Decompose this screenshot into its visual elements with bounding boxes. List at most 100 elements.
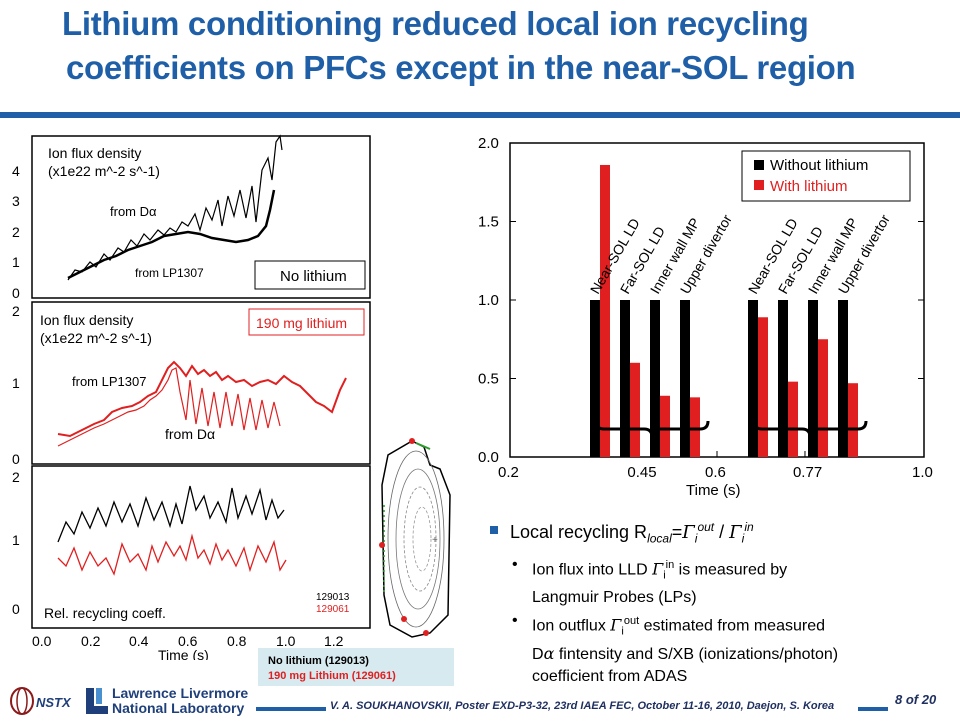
left-xlabel: Time (s) [158, 647, 209, 660]
recycling-bar-chart: 0.0 0.5 1.0 1.5 2.0 0.2 0.45 0.6 0.77 1.0 Near-S… [478, 135, 933, 499]
legend-label-black: Without lithium [770, 157, 868, 174]
bar-series [590, 164, 858, 458]
gamma-sup-in: in [744, 520, 754, 534]
top-from-d-label: from Dα [110, 204, 157, 219]
bar-without-lithium [838, 300, 848, 457]
ytick-bot-0: 0 [12, 601, 20, 617]
bar-without-lithium [808, 300, 818, 457]
probe-marker-4 [423, 630, 429, 636]
bullet-main-text: Local recycling R [510, 522, 648, 542]
panel-middle: 2 1 0 Ion flux density (x1e22 m^-2 s^-1)… [12, 301, 371, 467]
b1-text-a: Ion flux into LLD [532, 561, 653, 579]
bar-ytick-label: 1.5 [478, 214, 499, 231]
bar-xtick-label: 1.0 [912, 464, 933, 481]
bar-xlabel: Time (s) [686, 482, 740, 499]
probe-marker-1 [409, 438, 415, 444]
bar-legend-box [741, 150, 911, 202]
bar-without-lithium [620, 300, 630, 457]
probe-marker-3 [401, 616, 407, 622]
llnl-logo: Lawrence Livermore National Laboratory [84, 686, 254, 718]
bot-ylabel: Rel. recycling coeff. [44, 605, 166, 621]
ytick-bot-2: 2 [12, 469, 20, 485]
panel-top: 4 3 2 1 0 Ion flux density (x1e22 m^-2 s… [12, 134, 371, 301]
top-lp-trace [67, 189, 276, 280]
bot-no-lithium-trace [57, 485, 285, 543]
llnl-line-1: Lawrence Livermore [112, 685, 249, 701]
b1-text-c: Langmuir Probes (LPs) [532, 588, 697, 606]
nstx-logo-text: NSTX [36, 695, 72, 710]
b2-sub: i [621, 625, 624, 638]
bullet-dot-icon: • [512, 556, 518, 573]
mid-condition-box [248, 308, 365, 336]
bar-with-lithium [690, 397, 700, 457]
title-divider [0, 112, 960, 118]
top-condition-box [254, 260, 366, 290]
nstx-logo: NSTX [8, 686, 80, 716]
footer-rule-left [256, 707, 326, 711]
top-condition-label: No lithium [280, 268, 347, 285]
bar-xtick-label: 0.77 [793, 464, 822, 481]
legend-swatch-black [754, 160, 764, 170]
llnl-line-2: National Laboratory [112, 700, 245, 716]
mid-ylabel-1: Ion flux density [40, 312, 133, 328]
bot-shot-black: 129013 [316, 592, 350, 603]
shot-legend-red: 190 mg Lithium (129061) [268, 670, 396, 682]
mid-lp-trace [57, 360, 347, 438]
top-ylabel-2: (x1e22 m^-2 s^-1) [48, 163, 160, 179]
panel-bottom: 2 1 0 Rel. recycling coeff. 129013 12906… [12, 465, 371, 660]
b1-sup: in [665, 559, 675, 571]
bullet-square-icon [490, 526, 498, 534]
b1-text-b: is measured by [674, 561, 788, 579]
ytick-mid-2: 2 [12, 303, 20, 319]
mid-from-d-label: from Dα [165, 426, 215, 442]
slide-title: Lithium conditioning reduced local ion r… [62, 2, 952, 90]
title-line-2: coefficients on PFCs except in the near-… [66, 49, 856, 86]
page-current: 8 [895, 692, 903, 707]
xtick-6: 1.2 [324, 633, 344, 649]
bar-y-axis: 0.0 0.5 1.0 1.5 2.0 [478, 135, 924, 466]
flux-surface-3 [403, 486, 437, 592]
bot-with-lithium-trace [57, 533, 287, 576]
magnetic-axis-mark: + [432, 535, 438, 546]
flux-surface-1 [387, 450, 445, 628]
bar-with-lithium [788, 381, 798, 457]
flux-surface-4 [412, 506, 432, 572]
bar-without-lithium [778, 300, 788, 457]
bar-ytick-label: 0.5 [478, 371, 499, 388]
xtick-0: 0.0 [32, 633, 52, 649]
bar-ytick-label: 0.0 [478, 449, 499, 466]
b2-alpha: α [543, 643, 555, 663]
mid-d-alpha-trace [57, 367, 281, 447]
bullet-sub-1: • Ion flux into LLD Γiin is measured by … [512, 554, 952, 609]
top-ylabel-1: Ion flux density [48, 145, 141, 161]
top-d-alpha-trace [67, 134, 283, 281]
bot-shot-red: 129061 [316, 604, 350, 615]
gamma-sup-out: out [697, 520, 715, 534]
b1-gamma: Γ [652, 559, 664, 579]
bar-with-lithium [848, 383, 858, 457]
bar-without-lithium [650, 300, 660, 457]
xtick-5: 1.0 [276, 633, 296, 649]
bar-with-lithium [630, 362, 640, 457]
title-line-1: Lithium conditioning reduced local ion r… [62, 5, 809, 42]
probe-marker-2 [379, 542, 385, 548]
bar-xtick-label: 0.45 [627, 464, 656, 481]
panel-bottom-frame [31, 465, 371, 629]
b2-text-c: D [532, 645, 544, 663]
panel-middle-frame [31, 301, 371, 465]
flux-surface-2 [395, 468, 441, 610]
xtick-2: 0.4 [129, 633, 149, 649]
top-from-lp-label: from LP1307 [135, 266, 204, 280]
flux-time-traces-figure: 4 3 2 1 0 Ion flux density (x1e22 m^-2 s… [12, 134, 371, 660]
ytick-top-3: 3 [12, 193, 20, 209]
footer-rule-right [858, 707, 888, 711]
gamma-symbol-1: Γ [682, 522, 695, 543]
gamma-symbol-2: Γ [729, 522, 742, 543]
ytick-top-0: 0 [12, 285, 20, 301]
upper-divertor-segment [415, 442, 431, 450]
legend-label-red: With lithium [770, 178, 848, 195]
bullet-main-eq: = [671, 522, 683, 542]
b2-text-e: coefficient from ADAS [532, 667, 688, 685]
bar-with-lithium [758, 317, 768, 457]
mid-ylabel-2: (x1e22 m^-2 s^-1) [40, 330, 152, 346]
